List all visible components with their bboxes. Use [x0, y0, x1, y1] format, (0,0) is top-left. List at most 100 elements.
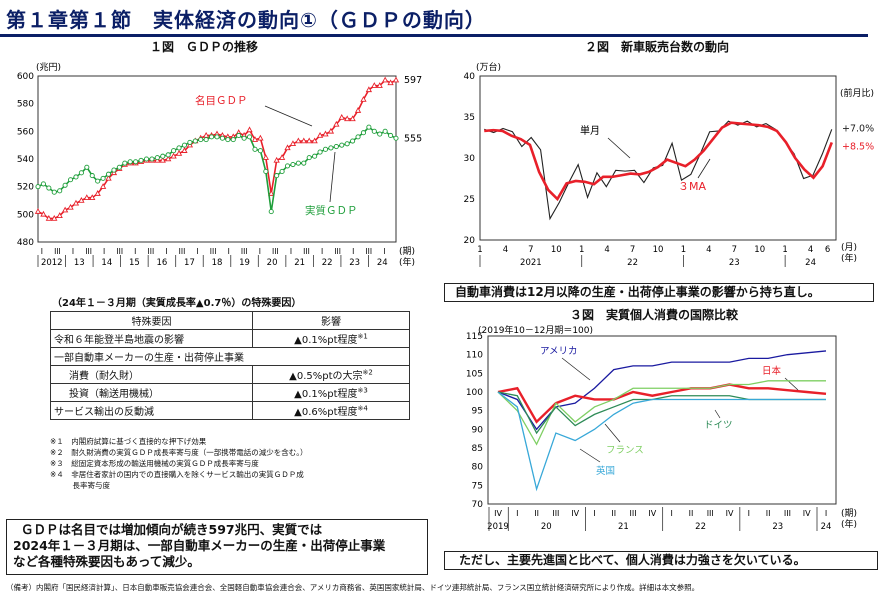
chart1-point [138, 157, 144, 163]
chart1-point [278, 154, 286, 160]
chart1-point [366, 124, 372, 130]
summary-line-3: など各種特殊要因もあって減少。 [13, 554, 200, 569]
chart3-quarter-label: III [707, 509, 714, 518]
chart3-label-arrow [714, 409, 721, 419]
chart1-point [322, 146, 329, 152]
chart2-ytick-label: 35 [464, 113, 475, 123]
table-row: 消費（耐久財） ▲0.5%ptの大宗※2 [50, 365, 410, 384]
chart1-quarter-label: I [72, 247, 74, 256]
chart2-month-label: 7 [630, 245, 635, 255]
chart1-point [392, 76, 400, 83]
chart1-point [105, 174, 112, 181]
chart3-series-line [497, 383, 827, 424]
chart3-ytick-label: 85 [472, 444, 483, 454]
chart1-point [300, 137, 307, 144]
chart3-quarter-label: III [630, 509, 637, 518]
chart1-ytick-label: 600 [17, 72, 34, 82]
chart1-quarter-label: I [321, 247, 323, 256]
chart1-end-label: 597 [404, 75, 422, 86]
chart1-point [56, 212, 63, 218]
chart3-quarter-label: II [689, 509, 694, 518]
consumption-callout: ただし、主要先進国と比べて、個人消費は力強さを欠いている。 [444, 551, 878, 570]
chart2-label-3ma: ３MA [678, 180, 706, 193]
table-cell-impact: ▲0.6%pt程度※4 [252, 401, 410, 420]
chart1-quarter-label: III [179, 247, 186, 256]
chart3-series-label: アメリカ [540, 346, 578, 357]
chart1-point [333, 120, 340, 127]
chart1-point [89, 173, 95, 179]
chart1-year-label: 2012 [41, 258, 63, 268]
page-title: 第１章第１節 実体経済の動向①（ＧＤＰの動向） [6, 8, 486, 32]
chart1-point [94, 190, 101, 196]
chart1-point [322, 130, 329, 137]
chart2-month-label: 1 [477, 245, 482, 255]
chart1-quarter-label: III [334, 247, 341, 256]
chart3-quarter-label: III [552, 509, 559, 518]
chart1-point [203, 137, 209, 143]
chart3-quarter-label: IV [494, 509, 502, 518]
chart2-month-label: 7 [732, 245, 737, 255]
chart1-point [78, 170, 84, 176]
chart2-year-label: 2021 [520, 258, 542, 268]
chart1-point [225, 137, 231, 143]
chart1-point [214, 134, 220, 140]
chart3-series-label: フランス [606, 445, 644, 456]
chart1-point [268, 209, 274, 215]
chart3-title: ３図 実質個人消費の国際比較 [570, 308, 739, 322]
chart3-label-arrow [561, 357, 591, 381]
chart1-quarter-label: III [85, 247, 92, 256]
table-note: ※３ 総固定資本形成の輸送用機械の実質ＧＤＰ成長率寄与度 [50, 459, 259, 468]
table-note: ※１ 内閣府試算に基づく直接的な押下げ効果 [50, 437, 207, 446]
chart3-ytick-label: 70 [472, 500, 484, 510]
chart3-series-line [497, 380, 826, 446]
chart1-point [279, 168, 285, 174]
chart1-point [51, 189, 57, 195]
chart2-arrow-monthly [607, 137, 631, 159]
chart1-point [365, 86, 373, 93]
chart1-point [67, 177, 74, 183]
chart1-year-label: 15 [129, 258, 140, 268]
table-cell-factor: 令和６年能登半島地震の影響 [50, 329, 253, 348]
chart1-quarter-label: III [54, 247, 61, 256]
chart3-ytick-label: 95 [472, 407, 483, 417]
table-notes: ※１ 内閣府試算に基づく直接的な押下げ効果 ※２ 耐久財消費の実質ＧＤＰ成長率寄与… [50, 436, 380, 491]
chart1-year-label: 14 [101, 258, 112, 268]
chart1-unit: (兆円) [36, 62, 61, 73]
chart2-month-label: 1 [782, 245, 787, 255]
chart3-quarter-label: I [516, 509, 518, 518]
chart3-series-label: ドイツ [704, 420, 733, 431]
chart1-point [371, 128, 377, 134]
chart1-quarter-label: I [103, 247, 105, 256]
chart1-point [301, 160, 307, 166]
chart1-end-label: 555 [404, 133, 422, 144]
chart1-point [274, 173, 280, 179]
chart1-point [72, 199, 80, 206]
chart1-point [371, 82, 378, 88]
chart1-point [100, 175, 106, 181]
table-row: 一部自動車メーカーの生産・出荷停止事業 [50, 347, 410, 366]
chart1-point [209, 134, 215, 140]
chart1-point [388, 132, 394, 139]
chart2-arrow-3ma [697, 158, 711, 179]
chart1-quarter-label: III [148, 247, 155, 256]
chart1-point [95, 178, 101, 184]
chart1-point [57, 188, 63, 194]
chart3-quarter-label: IV [571, 509, 579, 518]
chart2-month-label: 7 [528, 245, 533, 255]
chart1-point [328, 145, 334, 151]
chart3-year-label: 2019 [487, 522, 509, 532]
chart1-point [306, 155, 312, 161]
chart3-year-label: 24 [821, 522, 832, 532]
chart2-end-label: +7.0% [842, 123, 874, 134]
chart1-point [192, 138, 198, 144]
chart1-ytick-label: 480 [17, 238, 34, 248]
table-note: ※２ 耐久財消費の実質ＧＤＰ成長率寄与度（一部携帯電話の減少を含む。） [50, 448, 308, 457]
chart1-arrow-nominal [264, 105, 313, 127]
chart3-quarter-label: IV [803, 509, 811, 518]
chart1-point [67, 203, 74, 210]
chart1-point [51, 214, 58, 221]
chart1-point [171, 148, 177, 154]
chart3-ytick-label: 90 [472, 425, 484, 435]
impact-note-mark: ※1 [357, 332, 368, 341]
chart3-ytick-label: 115 [466, 332, 483, 342]
